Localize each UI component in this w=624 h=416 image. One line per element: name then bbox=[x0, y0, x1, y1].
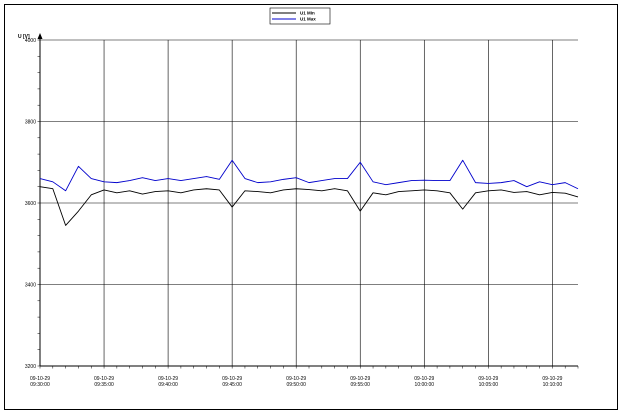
y-tick-label: 3800 bbox=[25, 119, 36, 125]
x-tick-time: 10:10:00 bbox=[543, 382, 563, 388]
x-tick-time: 09:35:00 bbox=[94, 382, 114, 388]
x-tick-date: 09-10-29 bbox=[158, 376, 178, 382]
x-tick-date: 09-10-29 bbox=[286, 376, 306, 382]
x-tick-date: 09-10-29 bbox=[414, 376, 434, 382]
legend-label-u1-min: U1 Min bbox=[300, 11, 315, 16]
series bbox=[39, 159, 579, 226]
series-line-u1-min bbox=[39, 186, 579, 226]
series-line-u1-max bbox=[39, 159, 579, 192]
x-tick-time: 09:50:00 bbox=[286, 382, 306, 388]
x-tick-date: 09-10-29 bbox=[478, 376, 498, 382]
x-tick-time: 10:05:00 bbox=[479, 382, 499, 388]
y-axis-arrow bbox=[37, 33, 43, 39]
y-tick-label: 4000 bbox=[25, 38, 36, 44]
x-tick-time: 09:40:00 bbox=[158, 382, 178, 388]
legend-box bbox=[269, 7, 331, 25]
legend: U1 Min U1 Max bbox=[269, 7, 331, 25]
x-tick-time: 09:30:00 bbox=[30, 382, 50, 388]
legend-label-u1-max: U1 Max bbox=[300, 17, 316, 22]
y-tick-label: 3600 bbox=[25, 201, 36, 207]
chart-frame bbox=[4, 4, 618, 410]
axes: 4000380036003400320009-10-2909:30:0009-1… bbox=[25, 33, 579, 388]
x-tick-date: 09-10-29 bbox=[222, 376, 242, 382]
x-tick-date: 09-10-29 bbox=[350, 376, 370, 382]
x-tick-date: 09-10-29 bbox=[94, 376, 114, 382]
x-tick-time: 09:45:00 bbox=[222, 382, 242, 388]
y-tick-label: 3200 bbox=[25, 364, 36, 370]
y-tick-label: 3400 bbox=[25, 282, 36, 288]
grid bbox=[40, 39, 578, 366]
x-tick-time: 09:55:00 bbox=[351, 382, 371, 388]
y-axis-label: U [V] bbox=[18, 34, 30, 40]
x-tick-date: 09-10-29 bbox=[542, 376, 562, 382]
x-tick-time: 10:00:00 bbox=[415, 382, 435, 388]
x-tick-date: 09-10-29 bbox=[30, 376, 50, 382]
